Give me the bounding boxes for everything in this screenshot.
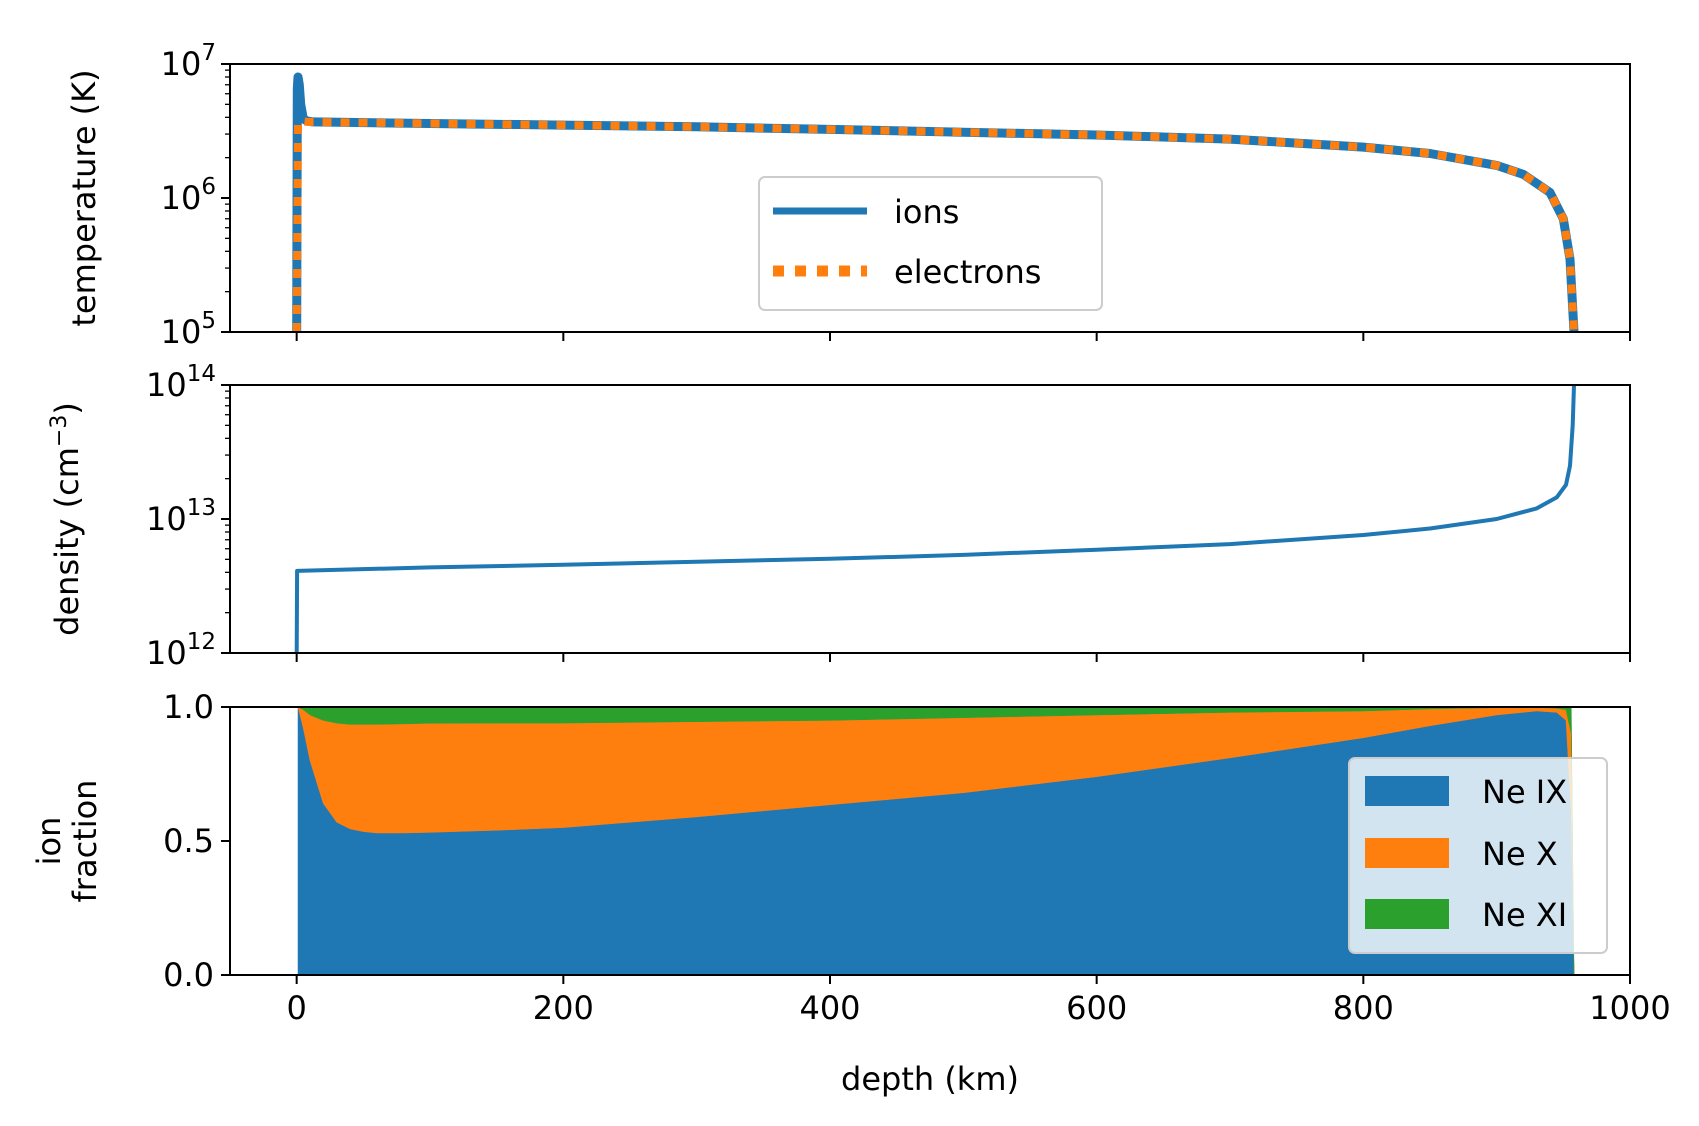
density-line	[294, 385, 1576, 653]
ion-fraction-legend: Ne IX Ne X Ne XI	[1348, 757, 1608, 954]
ion-fraction-y-ticks: 0.0 0.5 1.0	[163, 688, 230, 994]
x-tick-label: 400	[799, 989, 860, 1027]
y-tick-label-base: 10	[161, 179, 202, 217]
legend-ne-x-label: Ne X	[1482, 835, 1558, 873]
y-tick-label: 1012	[146, 629, 216, 672]
depth-axis-label: depth (km)	[841, 1060, 1019, 1098]
y-tick-label-exp: 13	[187, 495, 216, 521]
legend-ne-ix-swatch	[1365, 776, 1449, 806]
temperature-series	[292, 72, 1579, 332]
ion-fraction-axis-label-line1: ion	[30, 817, 68, 866]
density-axis-label-main: density (cm	[48, 447, 86, 636]
y-tick-label-exp: 12	[187, 629, 216, 655]
legend-ne-xi-swatch	[1365, 899, 1449, 929]
density-x-ticks	[295, 653, 1631, 662]
legend-ne-ix-label: Ne IX	[1482, 773, 1567, 811]
temperature-legend: ions electrons	[758, 176, 1103, 311]
temperature-axis-label: temperature (K)	[65, 69, 103, 326]
ion-fraction-series	[297, 707, 1575, 975]
y-tick-label: 107	[161, 40, 216, 83]
ne-xi-area	[297, 707, 1575, 975]
electrons-line	[292, 116, 1578, 332]
x-tick-label: 600	[1066, 989, 1127, 1027]
y-tick-label: 105	[161, 308, 216, 351]
y-tick-label: 1013	[146, 495, 216, 538]
x-tick-label: 800	[1333, 989, 1394, 1027]
y-tick-label-exp: 6	[201, 174, 216, 200]
y-tick-label-base: 10	[161, 313, 202, 351]
y-tick-label-exp: 14	[187, 361, 216, 387]
x-tick-label: 1000	[1589, 989, 1670, 1027]
x-tick-label: 0	[286, 989, 306, 1027]
y-tick-label-exp: 7	[201, 40, 216, 66]
density-plot-frame	[229, 384, 1631, 654]
density-axis-label-exp: −3	[47, 415, 72, 447]
y-tick-label: 1.0	[163, 688, 214, 726]
y-tick-label: 1014	[146, 361, 216, 404]
ion-fraction-panel: 0.0 0.5 1.0 0 200 400 600 800 1000 ion fraction…	[30, 688, 1671, 1098]
y-tick-label-base: 10	[146, 366, 187, 404]
y-tick-label-base: 10	[146, 634, 187, 672]
density-axis-label-close: )	[48, 402, 86, 414]
x-tick-label: 200	[533, 989, 594, 1027]
y-tick-label-base: 10	[161, 45, 202, 83]
ion-fraction-axis-label-line2: fraction	[66, 780, 104, 903]
y-tick-label: 0.5	[163, 822, 214, 860]
y-tick-label: 106	[161, 174, 216, 217]
y-tick-label: 0.0	[163, 956, 214, 994]
y-tick-label-exp: 5	[201, 308, 216, 334]
legend-ne-x-swatch	[1365, 838, 1449, 868]
y-tick-label-base: 10	[146, 500, 187, 538]
legend-electrons-label: electrons	[894, 253, 1041, 291]
density-axis-label: density (cm−3)	[47, 402, 86, 636]
legend-ions-label: ions	[894, 193, 959, 231]
ion-fraction-x-ticks: 0 200 400 600 800 1000	[286, 975, 1671, 1027]
legend-ne-xi-label: Ne XI	[1482, 896, 1567, 934]
density-series	[294, 385, 1576, 653]
temperature-x-ticks	[295, 332, 1631, 341]
